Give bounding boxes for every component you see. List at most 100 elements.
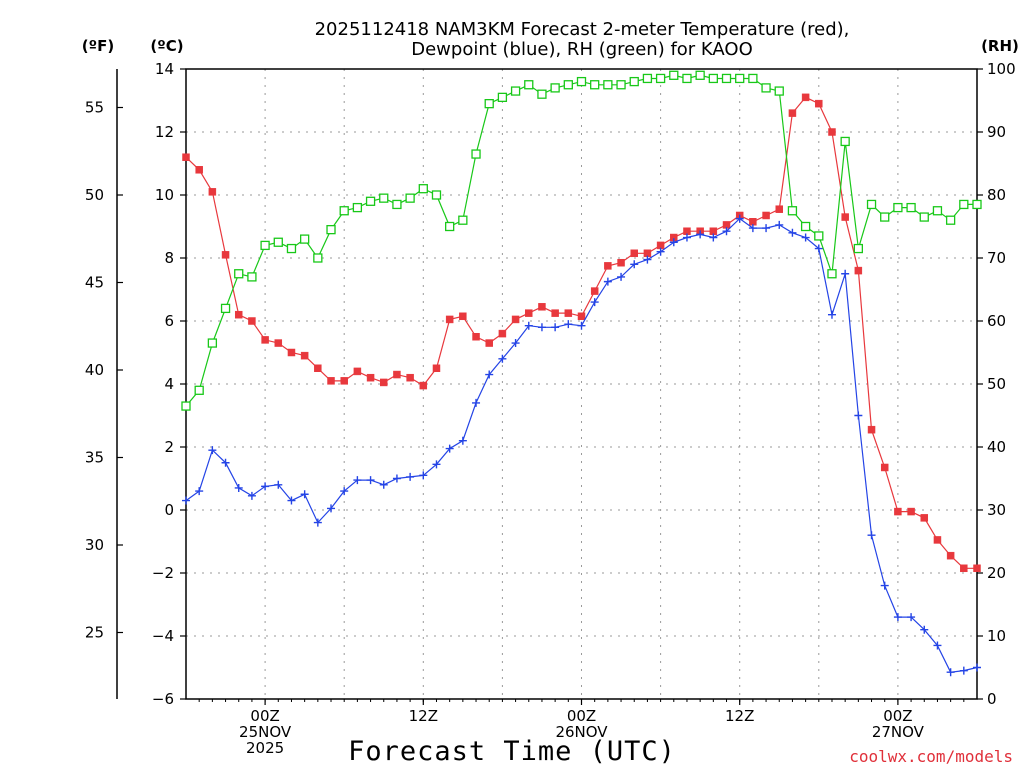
temperature-point-10	[314, 364, 322, 372]
rh-point-59	[959, 199, 969, 210]
rh-point-29	[563, 80, 573, 90]
rh-tick-label-10: 100	[987, 60, 1016, 78]
rh-point-54	[893, 202, 903, 213]
rh-point-35	[642, 73, 653, 84]
dewpoint-point-43	[748, 224, 757, 233]
rh-point-23	[484, 99, 494, 109]
axes-ticks: −6 −4 −2 0 2 4 6 8 10 12 14 25 30 35 40 45 50 55 0 10 20 30 40…	[85, 60, 1016, 757]
temperature-point-50	[841, 213, 849, 221]
rh-point-27	[537, 89, 547, 99]
rh-point-42	[735, 73, 745, 84]
temperature-point-16	[393, 370, 401, 379]
rh-point-10	[313, 253, 323, 263]
temperature-point-4	[234, 310, 243, 319]
rh-point-19	[431, 190, 442, 200]
rh-point-16	[392, 199, 402, 210]
rh-point-28	[550, 83, 560, 93]
dewpoint-point-7	[274, 480, 283, 489]
rh-point-24	[497, 92, 508, 102]
celsius-tick-label-3: 0	[164, 501, 174, 519]
temperature-point-60	[973, 564, 981, 573]
dewpoint-point-57	[933, 641, 942, 650]
fahrenheit-tick-label-6: 55	[85, 99, 104, 117]
rh-point-41	[721, 73, 732, 84]
rh-point-31	[590, 80, 600, 90]
dewpoint-point-51	[854, 411, 863, 420]
dewpoint-point-25	[511, 339, 520, 348]
celsius-tick-label-1: −4	[152, 627, 174, 645]
dewpoint-point-21	[458, 436, 467, 445]
rh-point-58	[945, 215, 956, 225]
rh-point-12	[339, 206, 349, 216]
rh-tick-label-1: 10	[987, 627, 1006, 645]
temperature-point-51	[854, 266, 863, 275]
temperature-point-13	[353, 367, 362, 376]
rh-point-50	[840, 136, 850, 147]
celsius-unit-label: (ºC)	[150, 37, 183, 55]
temperature-point-47	[801, 93, 810, 102]
dewpoint-point-49	[827, 310, 836, 319]
dewpoint-point-1	[195, 487, 204, 496]
dewpoint-point-2	[208, 446, 217, 455]
chart-title-line-2: Dewpoint (blue), RH (green) for KAOO	[411, 39, 753, 60]
rh-point-17	[405, 193, 415, 203]
dewpoint-point-17	[406, 472, 415, 481]
temperature-point-0	[182, 153, 190, 161]
fahrenheit-tick-label-5: 50	[85, 186, 104, 204]
rh-point-51	[853, 243, 863, 254]
dewpoint-point-13	[353, 476, 362, 485]
temperature-point-54	[894, 507, 902, 516]
rh-point-18	[418, 184, 428, 194]
rh-tick-label-6: 60	[987, 312, 1006, 330]
rh-point-32	[603, 80, 613, 90]
x-tick-label-4-0: 00Z	[883, 707, 912, 725]
rh-unit-label: (RH)	[981, 37, 1019, 55]
temperature-point-58	[946, 551, 955, 560]
dewpoint-point-33	[617, 272, 626, 281]
rh-point-5	[247, 272, 257, 282]
rh-tick-label-9: 90	[987, 123, 1006, 141]
dewpoint-point-36	[656, 247, 665, 256]
temperature-point-46	[788, 109, 797, 117]
rh-point-30	[576, 76, 587, 87]
temperature-point-11	[327, 377, 335, 385]
x-tick-label-0-2: 2025	[246, 739, 284, 757]
temperature-point-52	[867, 425, 876, 434]
rh-point-8	[286, 243, 297, 254]
rh-point-15	[379, 193, 389, 203]
temperature-point-45	[775, 205, 783, 213]
dewpoint-point-48	[814, 244, 823, 253]
temperature-point-15	[380, 378, 388, 387]
x-tick-label-0-0: 00Z	[250, 707, 279, 725]
temperature-point-59	[960, 564, 968, 573]
dewpoint-point-40	[709, 233, 718, 242]
celsius-tick-label-4: 2	[164, 438, 174, 456]
celsius-tick-label-2: −2	[152, 564, 174, 582]
celsius-tick-label-10: 14	[155, 60, 174, 78]
x-axis-title: Forecast Time (UTC)	[348, 736, 676, 767]
rh-point-45	[774, 86, 784, 96]
temperature-point-31	[590, 287, 599, 295]
fahrenheit-tick-label-3: 40	[85, 361, 104, 379]
dewpoint-point-22	[472, 398, 481, 407]
rh-point-9	[299, 234, 310, 244]
fahrenheit-tick-label-0: 25	[85, 624, 104, 642]
dewpoint-point-56	[920, 625, 929, 634]
rh-point-43	[748, 73, 758, 84]
rh-point-56	[919, 212, 929, 222]
dewpoint-point-59	[959, 666, 968, 675]
temperature-point-48	[815, 99, 823, 108]
temperature-point-34	[630, 249, 638, 258]
temperature-point-8	[287, 348, 296, 357]
rh-point-26	[524, 80, 534, 90]
dewpoint-point-50	[841, 269, 850, 278]
rh-point-21	[458, 215, 468, 225]
rh-point-47	[800, 221, 811, 232]
celsius-tick-label-0: −6	[152, 690, 174, 708]
dewpoint-point-14	[366, 476, 375, 485]
temperature-point-25	[511, 315, 520, 324]
celsius-tick-label-9: 12	[155, 123, 174, 141]
temperature-point-1	[195, 166, 203, 174]
